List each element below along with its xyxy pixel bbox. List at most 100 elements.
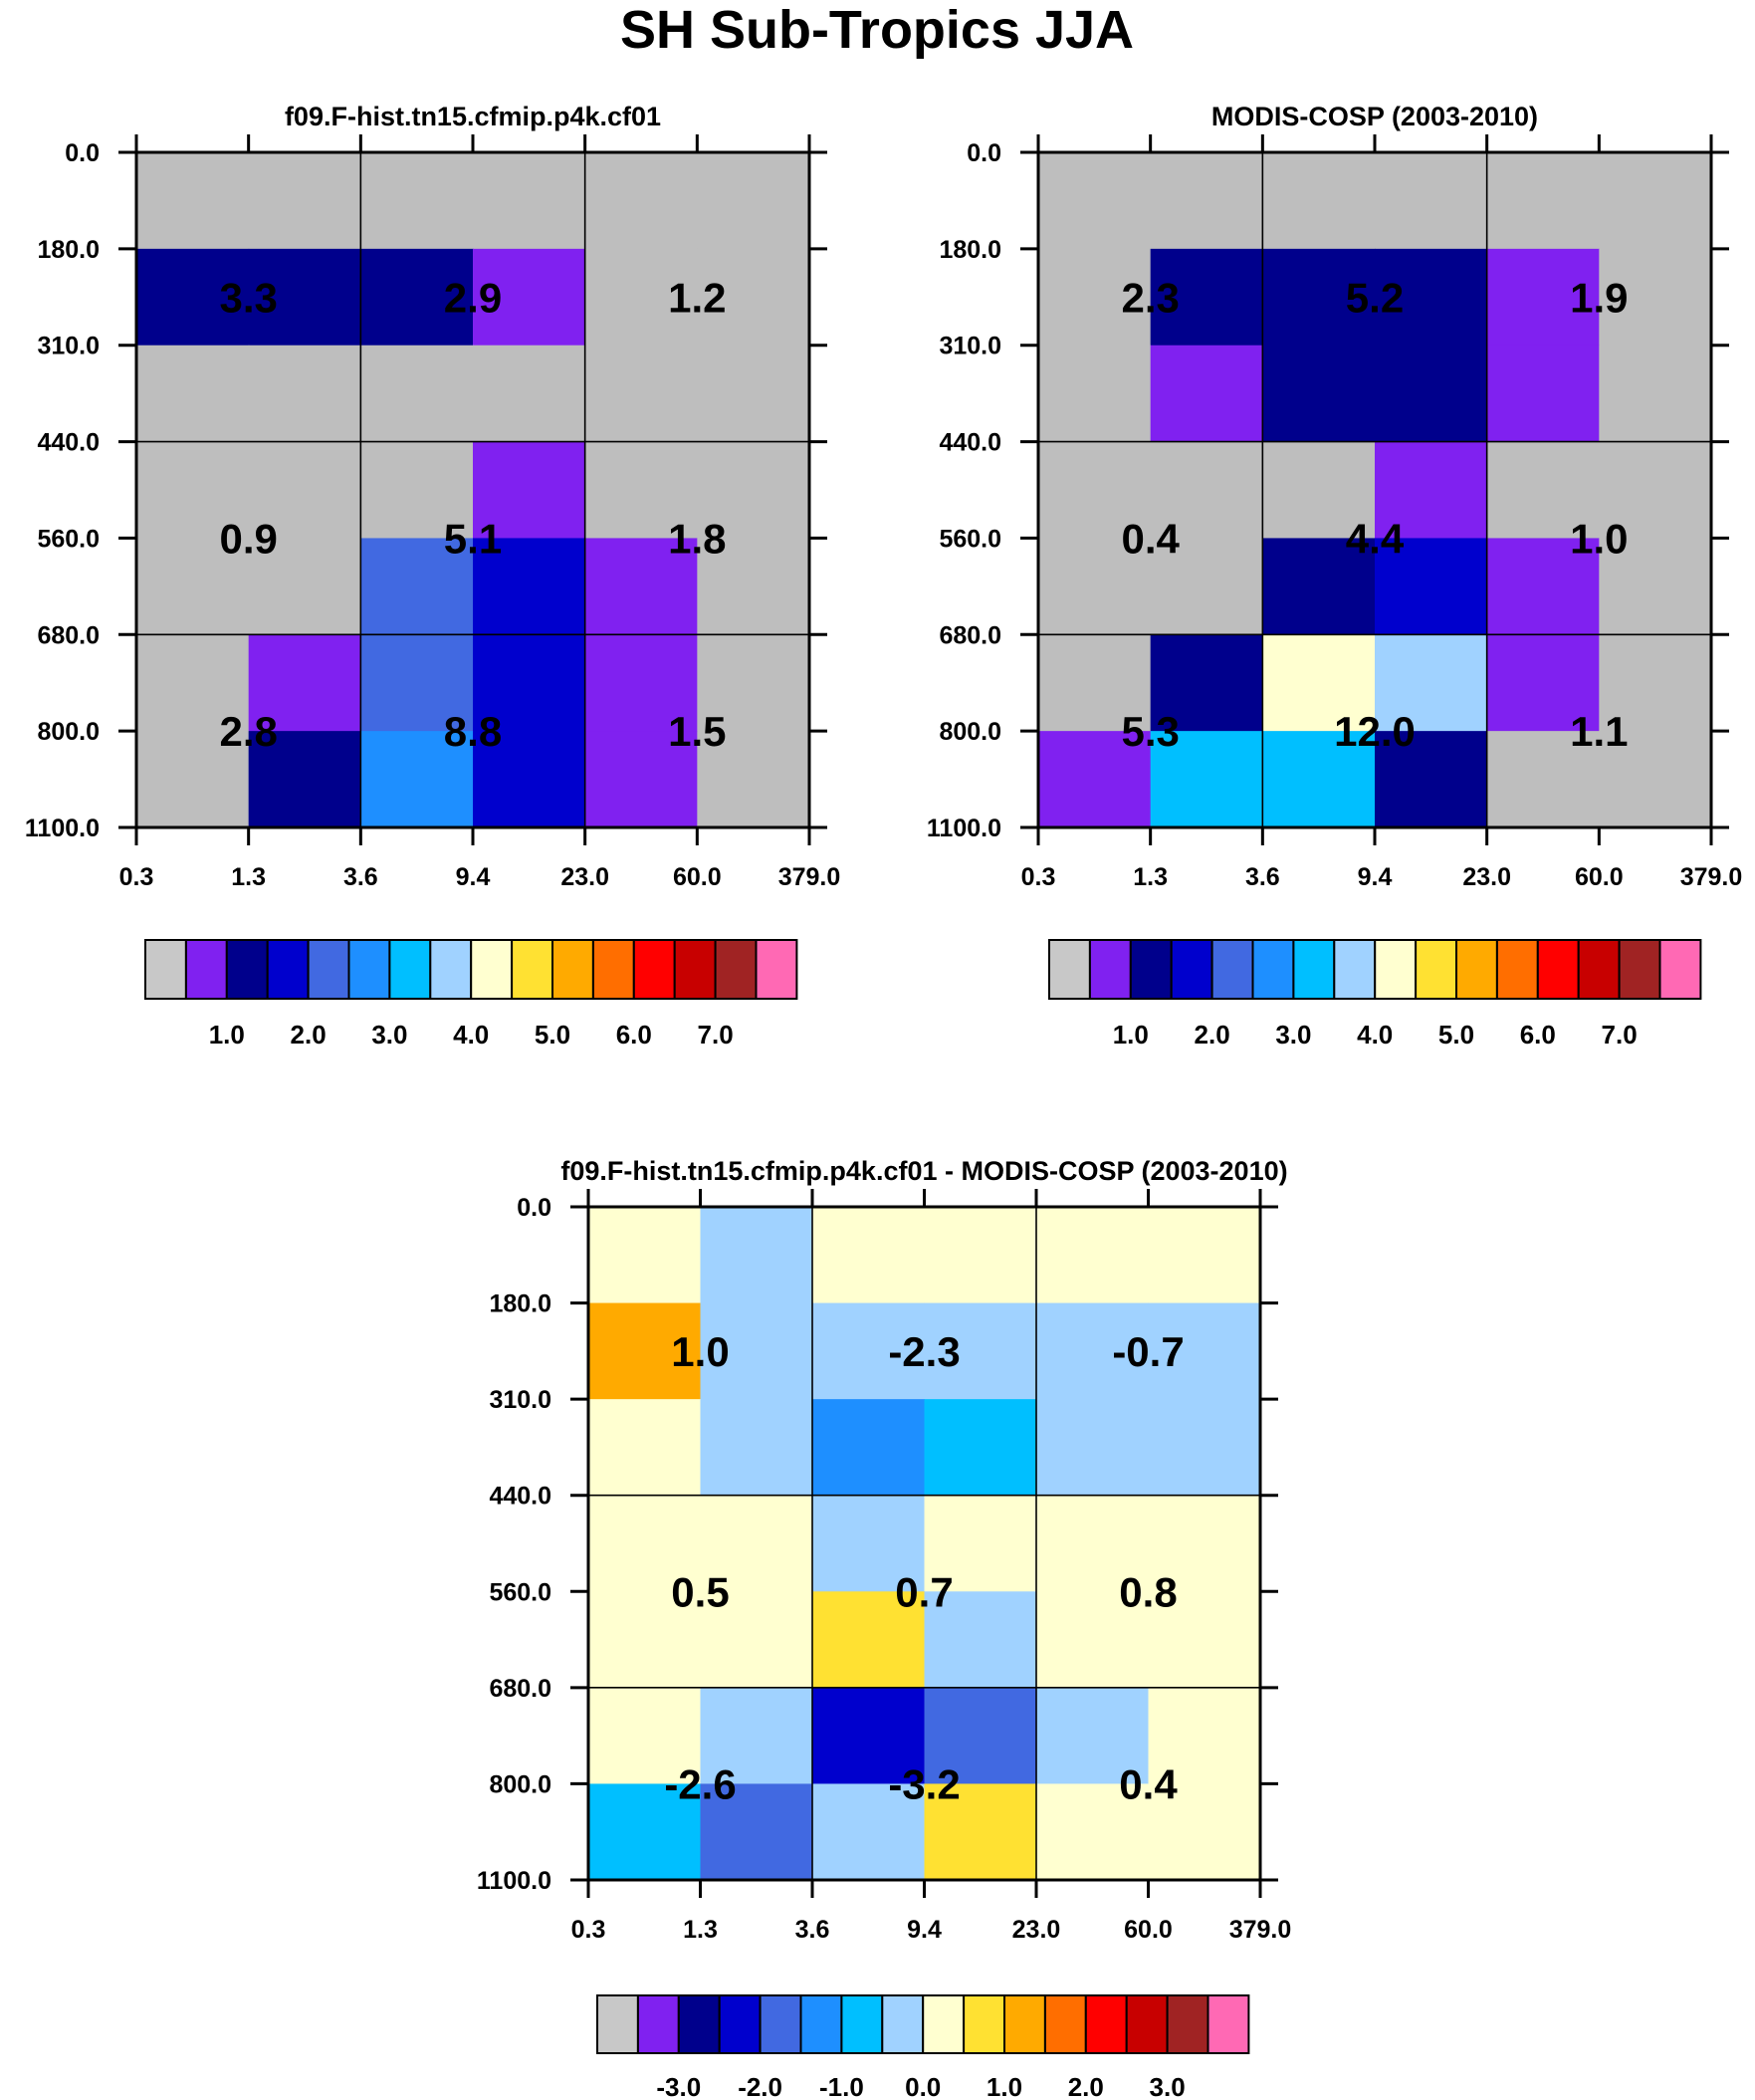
heatmap-cell xyxy=(1038,152,1152,250)
block-value-label: 12.0 xyxy=(1334,708,1416,755)
colorbar-swatch xyxy=(1495,939,1539,1000)
heatmap-cell xyxy=(1486,441,1600,540)
heatmap-cell xyxy=(360,441,474,540)
colorbar-swatch xyxy=(347,939,391,1000)
colorbar-tick-label: 3.0 xyxy=(371,1020,407,1050)
y-tick-label: 1100.0 xyxy=(477,1867,551,1895)
block-value-label: 0.9 xyxy=(219,515,277,562)
colorbar-swatch xyxy=(591,939,635,1000)
heatmap-cell xyxy=(924,1399,1037,1497)
heatmap-cell xyxy=(924,1687,1037,1785)
heatmap-cell xyxy=(1148,1591,1261,1689)
x-tick-label: 3.6 xyxy=(343,863,378,891)
y-tick-label: 440.0 xyxy=(939,429,1001,457)
colorbar-swatch xyxy=(1292,939,1336,1000)
heatmap-cell xyxy=(1148,1495,1261,1592)
x-tick-label: 23.0 xyxy=(1012,1916,1061,1944)
block-value-label: 2.9 xyxy=(444,274,502,321)
x-tick-label: 0.3 xyxy=(571,1916,606,1944)
heatmap-cell xyxy=(136,731,250,828)
heatmap-cell xyxy=(588,1207,702,1304)
heatmap-cell xyxy=(584,345,698,443)
colorbar-swatch xyxy=(677,1994,721,2054)
figure-title: SH Sub-Tropics JJA xyxy=(620,0,1134,60)
heatmap-cell xyxy=(700,1495,813,1592)
colorbar-tick-label: -1.0 xyxy=(819,2072,864,2100)
colorbar-swatch xyxy=(1333,939,1377,1000)
heatmap-cell xyxy=(1599,731,1712,828)
heatmap-cell xyxy=(584,152,698,250)
heatmap-cell xyxy=(1375,152,1488,250)
heatmap-cell xyxy=(136,248,250,347)
colorbar-tick-label: -3.0 xyxy=(656,2072,701,2100)
block-value-label: 1.0 xyxy=(1570,515,1628,562)
heatmap-cell xyxy=(700,1207,813,1304)
chart-obs: MODIS-COSP (2003-2010) 2.3 5.2 1.9 0.4 4.4 1.0… xyxy=(927,102,1742,1050)
block-value-label: -3.2 xyxy=(888,1760,960,1807)
y-tick-label: 560.0 xyxy=(489,1578,551,1606)
heatmap-cell xyxy=(584,441,698,540)
x-tick-label: 3.6 xyxy=(1245,863,1280,891)
heatmap-cell xyxy=(248,441,361,540)
heatmap-cell xyxy=(1262,248,1376,347)
colorbar-swatch xyxy=(1125,1994,1169,2054)
colorbar: -3.0 -2.0 -1.0 0.0 1.0 2.0 3.0 xyxy=(596,1994,1250,2100)
block-value-label: -2.3 xyxy=(888,1328,960,1375)
heatmap-cell xyxy=(1038,731,1152,828)
colorbar-swatch xyxy=(881,1994,925,2054)
colorbar-swatch xyxy=(511,939,553,1000)
x-tick-label: 379.0 xyxy=(1229,1916,1292,1944)
x-tick-label: 379.0 xyxy=(778,863,841,891)
block-value-label: -0.7 xyxy=(1112,1328,1184,1375)
x-tick-label: 23.0 xyxy=(1462,863,1511,891)
x-tick-label: 1.3 xyxy=(1133,863,1168,891)
heatmap-cell xyxy=(1036,1302,1150,1400)
heatmap-cell xyxy=(697,248,810,347)
heatmap-cell xyxy=(924,1591,1037,1689)
heatmap-cell xyxy=(1148,1207,1261,1304)
colorbar-swatch xyxy=(1455,939,1498,1000)
heatmap-cell xyxy=(588,1591,702,1689)
colorbar-swatch xyxy=(632,939,676,1000)
block-value-label: 3.3 xyxy=(219,274,277,321)
chart-model: f09.F-hist.tn15.cfmip.p4k.cf01 3.3 2.9 1.2 0… xyxy=(25,102,840,1050)
block-value-label: 2.8 xyxy=(219,708,277,755)
chart-diff: f09.F-hist.tn15.cfmip.p4k.cf01 - MODIS-C… xyxy=(477,1156,1291,2100)
heatmap-cell xyxy=(1038,634,1152,732)
colorbar-tick-label: 6.0 xyxy=(1520,1020,1556,1050)
heatmap-cell xyxy=(1036,1591,1150,1689)
x-tick-label: 9.4 xyxy=(1358,863,1393,891)
heatmap-cell xyxy=(360,731,474,828)
x-tick-label: 3.6 xyxy=(795,1916,830,1944)
heatmap-cell xyxy=(248,345,361,443)
colorbar-swatch xyxy=(144,939,187,1000)
y-tick-label: 0.0 xyxy=(517,1194,551,1222)
heatmap-cell xyxy=(248,634,361,732)
heatmap-cell xyxy=(1262,538,1376,635)
colorbar-swatch xyxy=(963,1994,1005,2054)
block-value-label: 0.5 xyxy=(671,1568,729,1615)
colorbar-swatch xyxy=(673,939,717,1000)
colorbar-swatch xyxy=(799,1994,843,2054)
heatmap-cell xyxy=(136,152,250,250)
heatmap-cell xyxy=(473,441,586,540)
heatmap-cell xyxy=(248,538,361,635)
heatmap-cell xyxy=(1262,345,1376,443)
y-tick-label: 310.0 xyxy=(939,333,1001,360)
block-value-label: 0.4 xyxy=(1119,1760,1178,1807)
heatmap-cell xyxy=(360,248,474,347)
colorbar-swatch xyxy=(718,1994,762,2054)
heatmap-cell xyxy=(360,152,474,250)
heatmap-cell xyxy=(473,248,586,347)
colorbar-tick-label: 3.0 xyxy=(1150,2072,1186,2100)
heatmap-cell xyxy=(584,731,698,828)
heatmap-cell xyxy=(1599,248,1712,347)
colorbar-tick-label: 1.0 xyxy=(1113,1020,1149,1050)
colorbar-swatch xyxy=(266,939,310,1000)
heatmap-cell xyxy=(1486,634,1600,732)
y-tick-label: 0.0 xyxy=(967,139,1001,167)
heatmap-cell xyxy=(1599,441,1712,540)
heatmap-cell xyxy=(584,634,698,732)
colorbar-tick-label: 5.0 xyxy=(1438,1020,1474,1050)
heatmap-cell xyxy=(248,248,361,347)
